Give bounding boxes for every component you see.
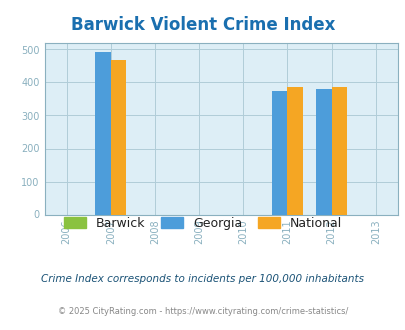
Text: Crime Index corresponds to incidents per 100,000 inhabitants: Crime Index corresponds to incidents per… xyxy=(41,274,364,284)
Bar xyxy=(287,87,302,214)
Text: Barwick Violent Crime Index: Barwick Violent Crime Index xyxy=(70,16,335,34)
Bar xyxy=(331,87,346,214)
Bar xyxy=(95,52,111,214)
Text: © 2025 CityRating.com - https://www.cityrating.com/crime-statistics/: © 2025 CityRating.com - https://www.city… xyxy=(58,307,347,316)
Bar xyxy=(315,89,331,214)
Legend: Barwick, Georgia, National: Barwick, Georgia, National xyxy=(64,217,341,230)
Bar xyxy=(111,60,126,214)
Bar xyxy=(271,91,287,214)
